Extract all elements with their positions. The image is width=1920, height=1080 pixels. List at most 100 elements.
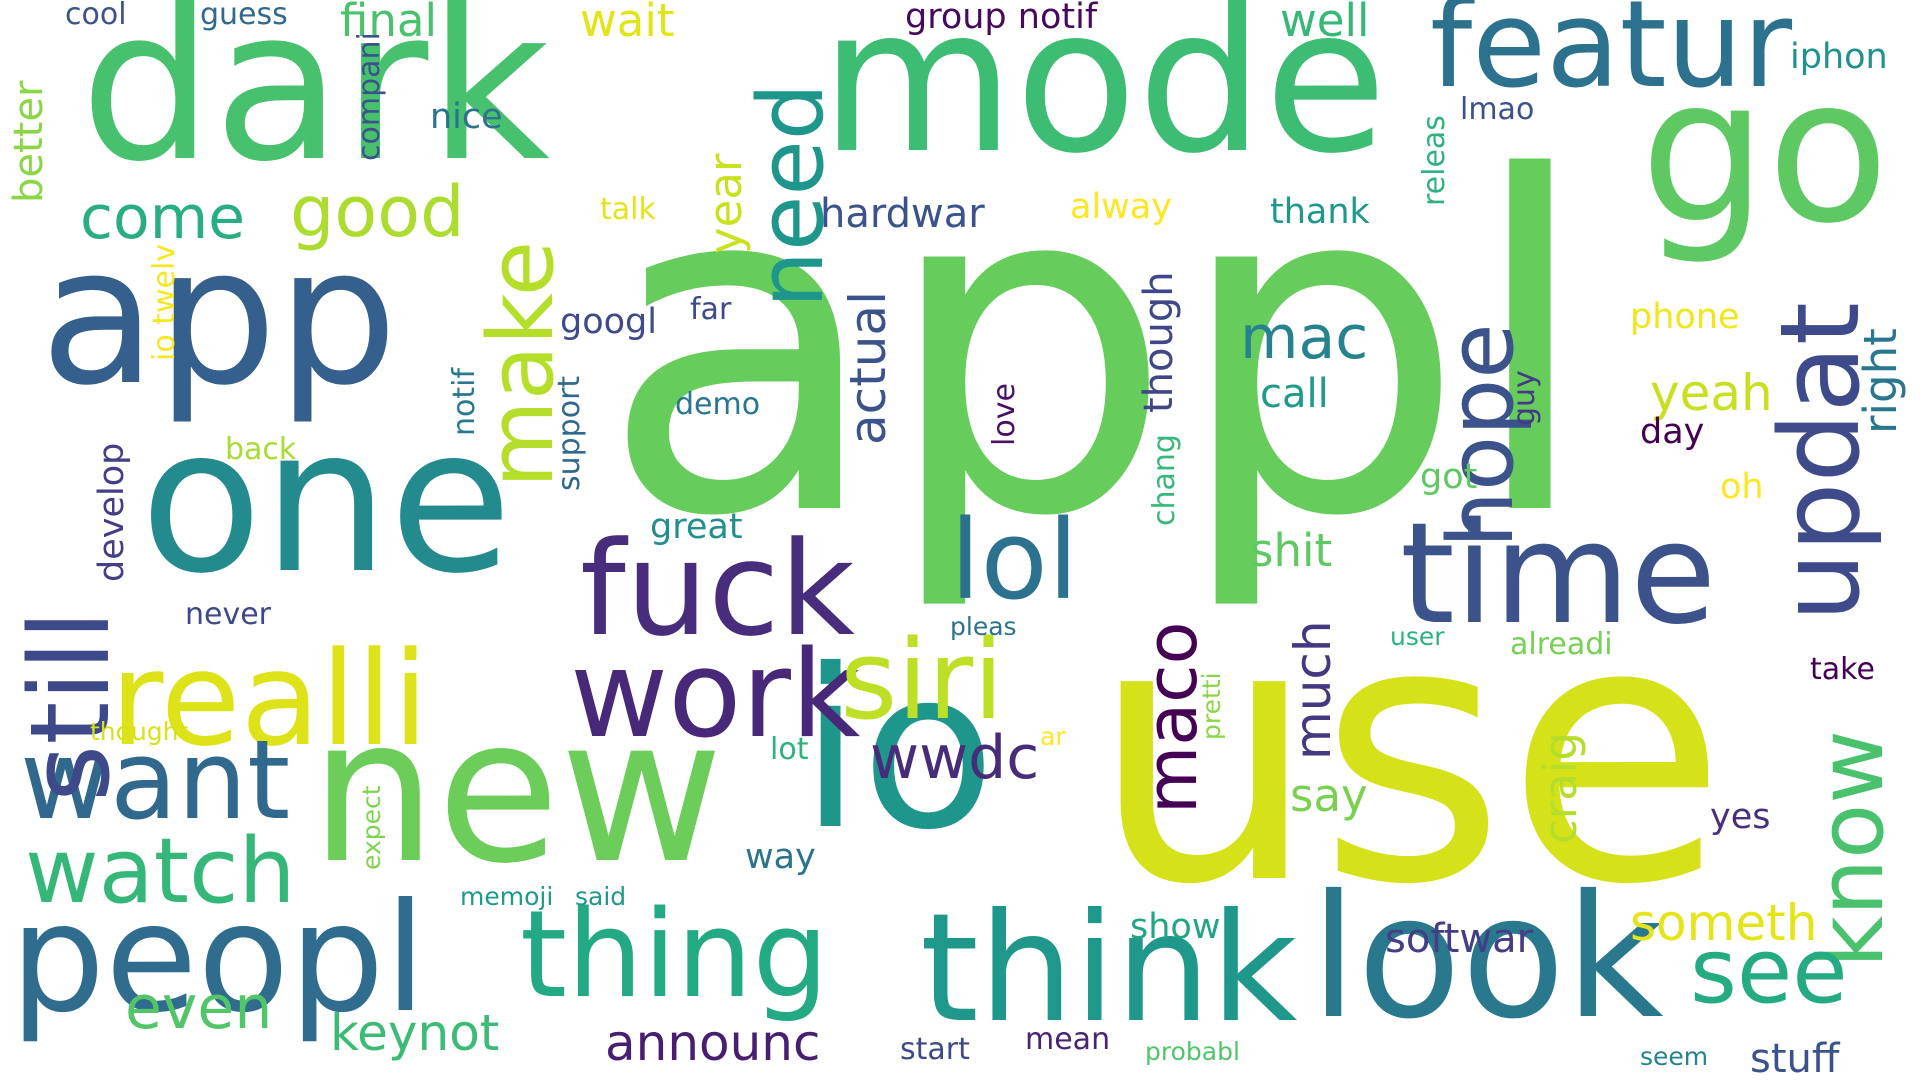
word-mac: mac (1240, 303, 1368, 373)
word-time: time (1400, 493, 1716, 656)
word-develop: develop (92, 443, 132, 582)
word-call: call (1260, 371, 1329, 417)
word-fuck: fuck (580, 513, 855, 665)
word-mode: mode (820, 0, 1387, 198)
word-oh: oh (1720, 467, 1764, 507)
word-googl: googl (560, 302, 657, 342)
word-better: better (6, 80, 52, 203)
word-still: still (6, 610, 134, 802)
word-year: year (699, 153, 752, 254)
word-love: love (987, 383, 1022, 446)
word-demo: demo (675, 387, 760, 422)
word-start: start (900, 1032, 970, 1067)
word-updat: updat (1756, 302, 1884, 622)
word-even: even (125, 973, 272, 1043)
word-chang: chang (1147, 434, 1182, 526)
word-show: show (1130, 907, 1220, 947)
word-io: io (800, 622, 996, 878)
word-thought: thought (90, 717, 189, 746)
word-way: way (745, 837, 816, 877)
word-ar: ar (1040, 722, 1066, 751)
word-craig: craig (1534, 732, 1587, 844)
word-come: come (80, 183, 245, 253)
word-actual: actual (839, 291, 897, 445)
word-memoji: memoji (460, 882, 553, 911)
word-releas: releas (1417, 115, 1452, 206)
word-guess: guess (200, 0, 288, 32)
word-think: think (920, 882, 1298, 1056)
word-want: want (20, 716, 290, 844)
word-final: final (340, 0, 437, 47)
word-group-notif: group notif (905, 0, 1098, 37)
word-need: need (739, 83, 844, 308)
word-use: use (1090, 544, 1727, 963)
word-one: one (140, 385, 512, 618)
word-lol: lol (950, 496, 1078, 624)
word-notif: notif (447, 367, 482, 436)
word-hope: hope (1429, 323, 1534, 548)
word-io-twelv: io twelv (147, 244, 182, 361)
word-far: far (690, 292, 732, 327)
word-peopl: peopl (10, 872, 426, 1046)
word-wwdc: wwdc (870, 723, 1039, 793)
word-hardwar: hardwar (820, 191, 985, 237)
word-appl: appl (600, 82, 1594, 617)
word-pleas: pleas (950, 612, 1017, 641)
word-phone: phone (1630, 297, 1740, 337)
word-yeah: yeah (1650, 364, 1773, 422)
word-keynot: keynot (330, 1004, 499, 1062)
word-though: though (1136, 271, 1182, 413)
word-cool: cool (65, 0, 127, 32)
word-expect: expect (357, 785, 386, 870)
word-pretti: pretti (1197, 672, 1226, 740)
word-wait: wait (580, 0, 675, 47)
word-probabl: probabl (1145, 1037, 1240, 1066)
word-new: new (310, 675, 723, 908)
word-thank: thank (1270, 192, 1371, 232)
word-watch: watch (25, 819, 296, 924)
word-guy: guy (1507, 370, 1542, 426)
word-softwar: softwar (1385, 916, 1534, 962)
word-user: user (1390, 622, 1445, 651)
word-great: great (650, 507, 743, 547)
word-maco: maco (1131, 622, 1213, 814)
word-seem: seem (1640, 1042, 1708, 1071)
word-someth: someth (1630, 894, 1817, 952)
word-take: take (1810, 652, 1875, 687)
word-dark: dark (80, 0, 550, 208)
word-nice: nice (430, 97, 503, 137)
word-talk: talk (600, 192, 656, 227)
word-compani: compani (352, 32, 387, 161)
word-stuff: stuff (1750, 1036, 1841, 1080)
word-back: back (225, 432, 297, 467)
word-well: well (1280, 0, 1370, 47)
word-go: go (1640, 35, 1889, 268)
word-said: said (575, 882, 626, 911)
word-yes: yes (1710, 797, 1770, 837)
word-mean: mean (1025, 1022, 1110, 1057)
word-siri: siri (840, 616, 1004, 744)
word-see: see (1690, 919, 1848, 1024)
word-alreadi: alreadi (1510, 627, 1613, 662)
word-day: day (1640, 412, 1704, 452)
word-announc: announc (605, 1014, 820, 1072)
word-realli: realli (110, 623, 429, 775)
word-support: support (552, 376, 587, 491)
word-know: know (1799, 730, 1904, 968)
word-look: look (1310, 859, 1664, 1057)
word-lot: lot (770, 732, 809, 767)
word-work: work (570, 626, 861, 765)
word-alway: alway (1070, 187, 1172, 227)
word-never: never (185, 597, 272, 632)
word-say: say (1290, 769, 1368, 822)
word-thing: thing (520, 886, 829, 1025)
word-good: good (290, 171, 465, 253)
word-got: got (1420, 457, 1477, 497)
word-much: much (1284, 620, 1342, 760)
word-featur: featur (1430, 0, 1793, 115)
word-app: app (40, 206, 398, 427)
word-iphon: iphon (1790, 37, 1888, 77)
word-shit: shit (1250, 524, 1332, 577)
